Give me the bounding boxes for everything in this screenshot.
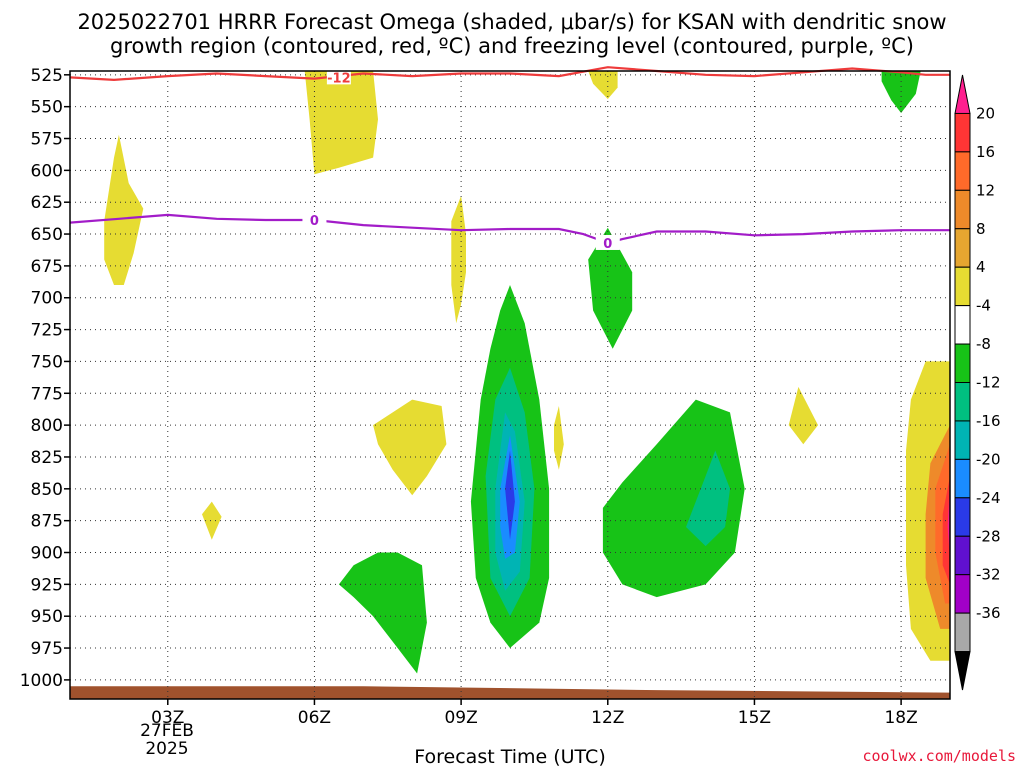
- y-tick-label-775: 775: [31, 384, 63, 404]
- colorbar-label-2: 12: [976, 181, 995, 199]
- colorbar-band-13: [954, 574, 971, 614]
- colorbar-band-5: [954, 266, 971, 307]
- date-label-year: 2025: [145, 739, 188, 759]
- omega-region-3: [588, 71, 618, 99]
- contour-line-0: [69, 66, 950, 82]
- y-tick-label-875: 875: [31, 512, 63, 532]
- colorbar-band-7: [954, 343, 971, 383]
- y-tick-label-600: 600: [31, 161, 63, 181]
- y-tick-label-800: 800: [31, 416, 63, 436]
- colorbar-label-1: 16: [976, 143, 995, 161]
- contour-label-0: -12: [327, 71, 351, 86]
- colorbar-label-13: -36: [976, 604, 1001, 622]
- colorbar-band-3: [954, 189, 971, 230]
- colorbar-label-8: -16: [976, 412, 1001, 430]
- colorbar-band-10: [954, 458, 971, 499]
- x-tick-label-18: 18Z: [884, 708, 917, 728]
- y-tick-label-750: 750: [31, 352, 63, 372]
- omega-region-19: [686, 450, 730, 547]
- colorbar-label-6: -8: [976, 335, 991, 353]
- plot-frame: [69, 70, 951, 700]
- omega-region-16: [338, 552, 427, 674]
- pressure-axis: 525 550 575 600 625 650 675 700 725 750 775 800 825 8…: [20, 66, 70, 691]
- omega-region-5: [202, 501, 222, 540]
- x-tick-label-15: 15Z: [738, 708, 771, 728]
- contour-label-bg-2: [595, 234, 620, 250]
- contour-label-1: 0: [310, 214, 319, 229]
- colorbar-label-9: -20: [976, 450, 1001, 468]
- colorbar: 20 16 12 8 4 -4 -8 -12 -16 -20 -24 -28 -32 -36: [954, 74, 1001, 691]
- y-tick-label-575: 575: [31, 130, 63, 150]
- chart-title-line2: growth region (contoured, red, ºC) and f…: [110, 34, 914, 58]
- y-tick-label-700: 700: [31, 289, 63, 309]
- colorbar-band-1: [954, 112, 971, 153]
- colorbar-band-6: [954, 305, 971, 345]
- colorbar-band-0: [954, 74, 971, 114]
- x-tick-label-9: 09Z: [444, 708, 477, 728]
- contour-label-bg-1: [302, 212, 327, 228]
- omega-region-17: [602, 399, 745, 598]
- omega-region-2: [451, 195, 466, 324]
- y-tick-label-825: 825: [31, 448, 63, 468]
- colorbar-band-12: [954, 535, 971, 576]
- y-tick-label-525: 525: [31, 66, 63, 86]
- y-tick-label-925: 925: [31, 575, 63, 595]
- colorbar-label-7: -12: [976, 374, 1001, 392]
- contour-label-2: 0: [603, 237, 612, 252]
- y-tick-label-650: 650: [31, 225, 63, 245]
- contour-line-1: [69, 213, 950, 245]
- omega-region-6: [554, 406, 564, 470]
- x-tick-label-12: 12Z: [591, 708, 624, 728]
- colorbar-band-8: [954, 382, 971, 422]
- omega-region-4: [373, 399, 447, 496]
- y-tick-label-1000: 1000: [20, 671, 63, 691]
- colorbar-band-2: [954, 151, 971, 191]
- x-tick-label-6: 06Z: [298, 708, 331, 728]
- y-tick-label-725: 725: [31, 321, 63, 341]
- colorbar-band-11: [954, 497, 971, 537]
- colorbar-label-10: -24: [976, 489, 1001, 507]
- x-tick-label-3: 03Z: [151, 708, 184, 728]
- watermark: coolwx.com/models: [862, 747, 1016, 765]
- colorbar-band-14: [954, 612, 971, 653]
- omega-region-22: [505, 450, 515, 540]
- omega-region-0: [104, 134, 144, 285]
- colorbar-label-11: -28: [976, 527, 1001, 545]
- y-tick-label-950: 950: [31, 607, 63, 627]
- colorbar-label-4: 4: [976, 258, 986, 276]
- x-axis-label: Forecast Time (UTC): [414, 746, 605, 768]
- omega-region-7: [788, 386, 818, 445]
- y-tick-label-900: 900: [31, 544, 63, 564]
- y-tick-label-550: 550: [31, 98, 63, 118]
- grid-lines: [70, 71, 950, 699]
- temperature-contours: -12 0 0: [69, 66, 950, 252]
- time-axis: 03Z 06Z 09Z 12Z 15Z 18Z: [151, 699, 918, 728]
- contour-label-bg-0: [326, 69, 351, 85]
- omega-region-1: [304, 71, 378, 175]
- y-tick-label-625: 625: [31, 193, 63, 213]
- colorbar-label-3: 8: [976, 220, 986, 238]
- chart-title-line1: 2025022701 HRRR Forecast Omega (shaded, …: [77, 10, 946, 34]
- colorbar-label-12: -32: [976, 566, 1001, 584]
- plot-area: -12 0 0: [69, 66, 951, 700]
- y-tick-label-850: 850: [31, 480, 63, 500]
- colorbar-band-9: [954, 420, 971, 460]
- omega-shading: [70, 71, 950, 699]
- y-tick-label-675: 675: [31, 257, 63, 277]
- colorbar-band-4: [954, 228, 971, 268]
- colorbar-label-0: 20: [976, 104, 995, 122]
- colorbar-band-15: [954, 651, 971, 691]
- omega-region-14: [588, 227, 633, 349]
- date-label-day: 27FEB: [140, 721, 194, 741]
- omega-region-11: [942, 476, 950, 585]
- y-tick-label-975: 975: [31, 639, 63, 659]
- colorbar-label-5: -4: [976, 297, 991, 315]
- terrain-strip: [70, 686, 950, 699]
